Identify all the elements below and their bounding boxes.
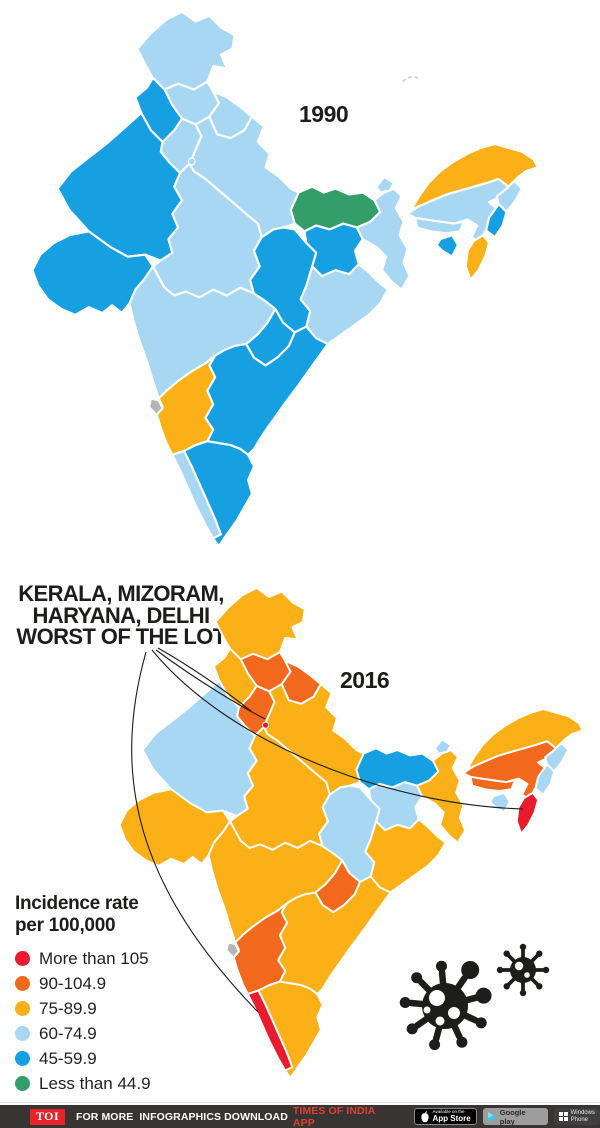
state-sikkim-2016 <box>433 738 452 755</box>
footer-text: FOR MORE INFOGRAPHICS DOWNLOAD <box>75 1110 288 1123</box>
footer-divider <box>0 1102 600 1103</box>
state-tamil-nadu-1990 <box>182 440 256 548</box>
headline-line-2: HARYANA, DELHI <box>32 602 211 628</box>
state-delhi-1990 <box>187 157 196 166</box>
state-gujarat-1990 <box>31 230 154 316</box>
google-play-badge[interactable]: Google play <box>482 1107 548 1126</box>
state-tripura-1990 <box>435 234 460 258</box>
legend-title-line-2: per 100,000 <box>15 915 116 936</box>
state-meghalaya-1990 <box>414 216 465 235</box>
legend: Incidence rate per 100,000 More than 105… <box>15 893 151 1096</box>
google-play-icon <box>487 1111 497 1122</box>
legend-dot-icon <box>15 1001 30 1016</box>
app-store-line1: Available on the <box>432 1109 465 1115</box>
windows-phone-badge[interactable]: Windows Phone <box>553 1108 600 1125</box>
app-store-badge[interactable]: Available on the App Store <box>413 1108 477 1125</box>
legend-dot-icon <box>15 1051 30 1066</box>
legend-label: More than 105 <box>39 948 149 968</box>
windows-line2: Phone <box>570 1116 588 1123</box>
store-badges: Available on the App Store Google play W… <box>413 1107 600 1126</box>
state-delhi-2016 <box>262 721 270 729</box>
state-karnataka-1990 <box>155 354 217 456</box>
legend-label: Less than 44.9 <box>39 1073 151 1093</box>
state-mizoram-1990 <box>464 234 491 282</box>
map-india-1990 <box>31 10 539 548</box>
apple-icon <box>420 1110 429 1122</box>
toi-logo[interactable]: TOI <box>30 1108 65 1125</box>
legend-row: 60-74.9 <box>15 1021 151 1046</box>
state-sikkim-1990 <box>375 175 395 194</box>
virus-icons <box>399 943 550 1051</box>
google-play-label: Google play <box>499 1107 526 1126</box>
map-year-label-2016: 2016 <box>340 667 390 693</box>
legend-label: 90-104.9 <box>39 973 107 993</box>
headline-line-3: WORST OF THE LOT <box>16 624 226 649</box>
state-tamil-nadu-2016 <box>257 980 324 1079</box>
legend-label: 45-59.9 <box>39 1048 97 1068</box>
legend-row: 75-89.9 <box>15 996 151 1021</box>
state-odisha-2016 <box>364 818 447 894</box>
virus-icon-small-holes <box>514 961 530 978</box>
footer-bar: TOI FOR MORE INFOGRAPHICS DOWNLOAD TIMES… <box>0 1105 600 1128</box>
state-mizoram-2016 <box>515 791 540 835</box>
legend-row: More than 105 <box>15 946 151 971</box>
windows-icon <box>558 1112 568 1121</box>
headline: KERALA, MIZORAM, HARYANA, DELHI WORST OF… <box>8 583 234 648</box>
legend-title: Incidence rate per 100,000 <box>15 893 151 937</box>
legend-dot-icon <box>15 976 30 991</box>
state-arunachal-pradesh-1990 <box>410 142 539 212</box>
legend-row: 90-104.9 <box>15 971 151 996</box>
state-tripura-2016 <box>489 791 511 814</box>
headline-line-1: KERALA, MIZORAM, <box>18 581 224 606</box>
legend-title-line-1: Incidence rate <box>15 893 139 914</box>
map-year-label-1990: 1990 <box>299 101 349 127</box>
legend-dot-icon <box>15 1076 30 1091</box>
legend-items: More than 105 90-104.9 75-89.9 60-74.9 45-59… <box>15 946 151 1096</box>
legend-dot-icon <box>15 1026 30 1041</box>
app-store-line2: App Store <box>432 1113 471 1123</box>
disputed-border-dashes <box>402 76 421 83</box>
legend-row: Less than 44.9 <box>15 1071 151 1096</box>
virus-icon-large-holes <box>423 990 460 1026</box>
state-odisha-1990 <box>299 263 390 346</box>
legend-dot-icon <box>15 951 30 966</box>
footer-highlight: TIMES OF INDIA APP <box>292 1104 376 1128</box>
legend-label: 75-89.9 <box>39 998 97 1018</box>
state-manipur-1990 <box>485 203 508 239</box>
state-west-bengal-1990 <box>355 187 411 291</box>
legend-row: 45-59.9 <box>15 1046 151 1071</box>
state-manipur-2016 <box>534 763 556 796</box>
state-goa-1990 <box>147 397 164 417</box>
windows-line1: Windows <box>570 1109 595 1116</box>
legend-label: 60-74.9 <box>39 1023 97 1043</box>
